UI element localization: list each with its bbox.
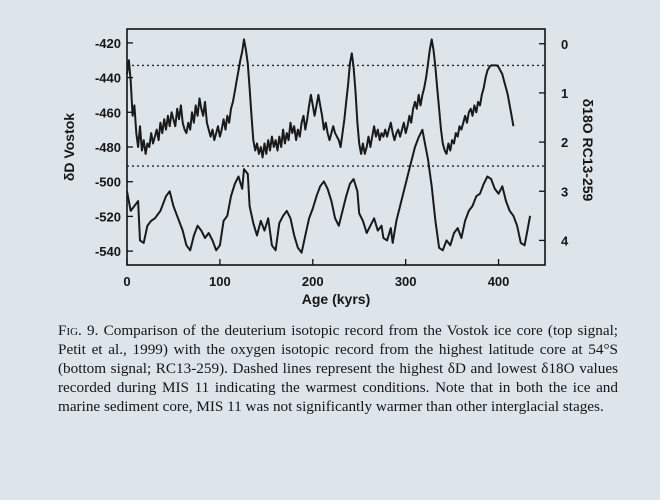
left-tick-label: -440 <box>95 71 121 86</box>
right-tick-label: 0 <box>561 37 568 52</box>
left-tick-label: -460 <box>95 105 121 120</box>
left-tick-label: -500 <box>95 175 121 190</box>
figure-caption: Fig. 9. Comparison of the deuterium isot… <box>58 321 618 416</box>
plot-frame <box>126 28 546 266</box>
x-axis-title: Age (kyrs) <box>302 291 370 307</box>
figure-chart: -420 -440 -460 -480 -500 -520 -540 0 1 2 3 4 0 100 2… <box>61 28 596 307</box>
caption-text: Comparison of the deuterium isotopic rec… <box>58 322 619 415</box>
series-line-1 <box>126 38 515 159</box>
left-tick-label: -420 <box>95 36 121 51</box>
series-line-2 <box>126 128 532 254</box>
right-tick-label: 1 <box>561 86 568 101</box>
right-tick-label: 2 <box>561 135 568 150</box>
x-tick-label: 200 <box>302 274 324 289</box>
left-tick-label: -520 <box>95 209 121 224</box>
x-tick-label: 100 <box>209 274 231 289</box>
figure-number: Fig. 9. <box>58 322 99 339</box>
right-axis-title: δ18O RC13-259 <box>580 99 596 202</box>
x-tick-label: 300 <box>395 274 417 289</box>
x-tick-label: 0 <box>123 274 130 289</box>
right-tick-label: 4 <box>561 233 569 248</box>
left-axis-title: δD Vostok <box>61 113 77 181</box>
left-tick-label: -480 <box>95 140 121 155</box>
right-tick-label: 3 <box>561 184 568 199</box>
x-tick-label: 400 <box>488 274 510 289</box>
left-tick-label: -540 <box>95 244 121 259</box>
